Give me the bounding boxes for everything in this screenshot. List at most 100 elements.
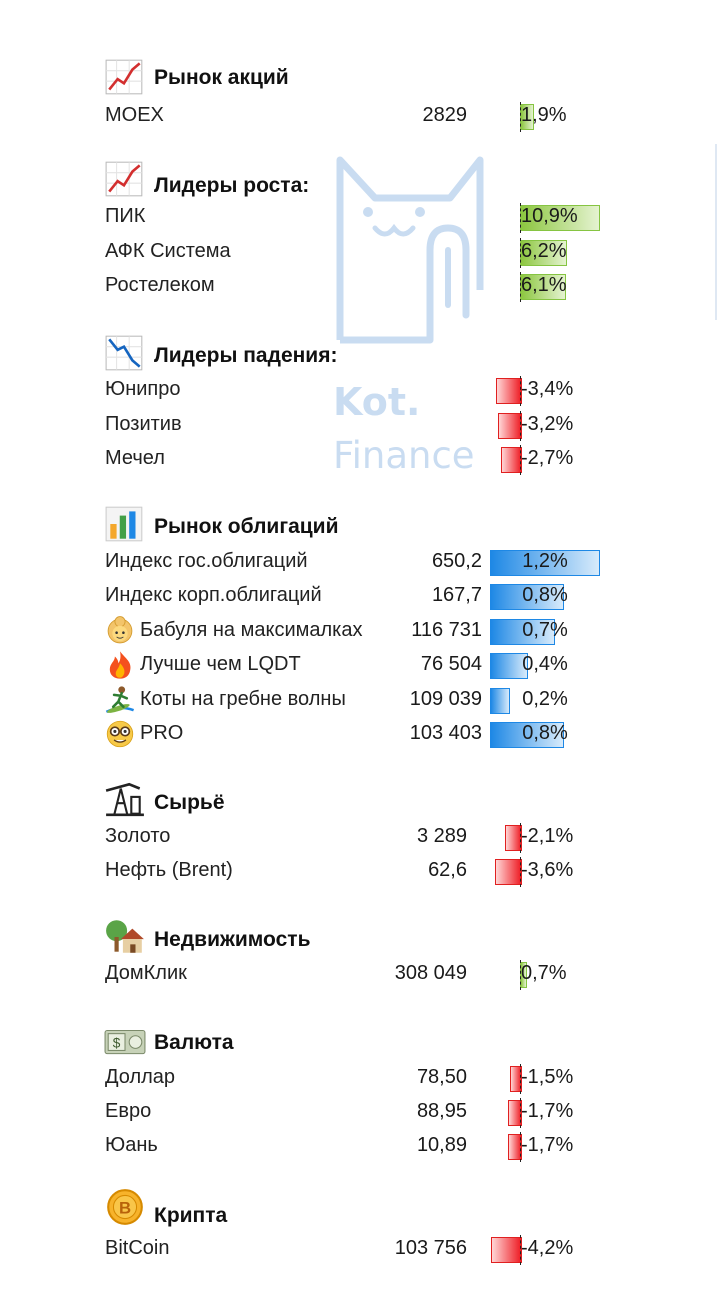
instrument-value: 116 731	[411, 619, 482, 641]
zero-axis-line	[520, 1064, 521, 1094]
instrument-row: Золото 3 289 -2,1%	[0, 823, 717, 853]
change-bar	[501, 447, 522, 473]
instrument-row: Лучше чем LQDT 76 504 0,4%	[0, 651, 717, 681]
instrument-row: BitCoin 103 756 -4,2%	[0, 1235, 717, 1265]
change-percent: -2,7%	[521, 447, 574, 469]
instrument-value: 103 756	[394, 1237, 467, 1259]
instrument-name: Ростелеком	[105, 274, 215, 296]
instrument-name: ДомКлик	[105, 962, 187, 984]
zero-axis-line	[520, 445, 521, 475]
section-heading-realestate: Недвижимость	[104, 918, 504, 958]
zero-axis-line	[520, 376, 521, 406]
svg-text:B: B	[119, 1198, 131, 1217]
instrument-row: ПИК 10,9%	[0, 203, 717, 233]
change-bar	[509, 1066, 522, 1092]
section-heading-currency: $ Валюта	[104, 1022, 504, 1062]
change-percent: 6,2%	[521, 240, 567, 262]
house-with-garden-icon	[104, 918, 146, 956]
section-title: Лидеры падения:	[154, 344, 338, 367]
instrument-name: Позитив	[105, 413, 182, 435]
change-percent: 0,8%	[522, 722, 568, 744]
change-bar	[490, 722, 564, 748]
instrument-name: Бабуля на максималках	[140, 619, 363, 641]
bar-chart-icon	[104, 505, 146, 543]
instrument-row: ДомКлик 308 049 0,7%	[0, 960, 717, 990]
nerd-face-emoji-icon	[103, 718, 137, 750]
change-percent: 1,2%	[522, 550, 568, 572]
instrument-row: Коты на гребне волны 109 039 0,2%	[0, 686, 717, 716]
instrument-name: Юнипро	[105, 378, 181, 400]
change-percent: 0,8%	[522, 584, 568, 606]
instrument-name: Индекс гос.облигаций	[105, 550, 308, 572]
dollar-banknote-icon: $	[104, 1022, 146, 1060]
instrument-row: Юань 10,89 -1,7%	[0, 1132, 717, 1162]
section-heading-losers: Лидеры падения:	[104, 334, 504, 374]
change-percent: -1,5%	[521, 1066, 574, 1088]
section-title: Сырьё	[154, 791, 225, 814]
instrument-name: ПИК	[105, 205, 146, 227]
change-bar	[508, 1100, 522, 1126]
instrument-value: 650,2	[431, 550, 482, 572]
old-woman-emoji-icon	[103, 615, 137, 647]
change-bar	[490, 688, 510, 714]
instrument-value: 3 289	[416, 825, 467, 847]
change-percent: 10,9%	[521, 205, 578, 227]
change-percent: -3,2%	[521, 413, 574, 435]
change-bar	[490, 619, 555, 645]
change-bar	[520, 205, 601, 231]
change-bar	[490, 1237, 522, 1263]
instrument-name: Евро	[105, 1100, 152, 1122]
section-title: Крипта	[154, 1204, 228, 1227]
change-bar	[497, 413, 522, 439]
instrument-value: 10,89	[416, 1134, 467, 1156]
zero-axis-line	[520, 1132, 521, 1162]
change-percent: -1,7%	[521, 1134, 574, 1156]
chart-increasing-icon	[104, 58, 146, 96]
change-percent: -2,1%	[521, 825, 574, 847]
section-title: Рынок облигаций	[154, 515, 339, 538]
zero-axis-line	[520, 102, 521, 132]
instrument-row: Индекс корп.облигаций 167,7 0,8%	[0, 582, 717, 612]
instrument-value: 88,95	[416, 1100, 467, 1122]
bitcoin-coin-icon: B	[104, 1188, 146, 1226]
instrument-value: 103 403	[409, 722, 482, 744]
zero-axis-line	[520, 857, 521, 887]
instrument-name: АФК Система	[105, 240, 231, 262]
instrument-name: PRO	[140, 722, 184, 744]
change-percent: 0,4%	[522, 653, 568, 675]
instrument-name: MOEX	[105, 104, 164, 126]
zero-axis-line	[520, 1235, 521, 1265]
instrument-row: Доллар 78,50 -1,5%	[0, 1064, 717, 1094]
zero-axis-line	[520, 238, 521, 268]
section-title: Валюта	[154, 1031, 234, 1054]
zero-axis-line	[520, 823, 521, 853]
instrument-value: 62,6	[428, 859, 467, 881]
change-bar	[520, 240, 567, 266]
change-percent: -3,4%	[521, 378, 574, 400]
change-bar	[508, 1134, 522, 1160]
zero-axis-line	[520, 272, 521, 302]
instrument-name: Мечел	[105, 447, 165, 469]
instrument-value: 78,50	[416, 1066, 467, 1088]
instrument-row: Нефть (Brent) 62,6 -3,6%	[0, 857, 717, 887]
watermark-brand-bottom: Finance	[333, 434, 475, 477]
edge-divider	[715, 144, 717, 320]
section-heading-crypto: B Крипта	[104, 1188, 504, 1228]
section-heading-commodities: Сырьё	[104, 780, 504, 820]
section-heading-gainers: Лидеры роста:	[104, 160, 504, 200]
instrument-name: Доллар	[105, 1066, 176, 1088]
watermark-brand-top: Kot.	[333, 380, 421, 424]
change-bar	[490, 550, 600, 576]
fire-emoji-icon	[103, 649, 137, 681]
zero-axis-line	[520, 411, 521, 441]
chart-increasing-icon	[104, 160, 146, 198]
instrument-row: Позитив -3,2%	[0, 411, 717, 441]
section-title: Недвижимость	[154, 928, 311, 951]
instrument-value: 308 049	[394, 962, 467, 984]
change-percent: -1,7%	[521, 1100, 574, 1122]
instrument-name: Нефть (Brent)	[105, 859, 233, 881]
instrument-name: Коты на гребне волны	[140, 688, 346, 710]
chart-decreasing-icon	[104, 334, 146, 372]
zero-axis-line	[520, 1098, 521, 1128]
